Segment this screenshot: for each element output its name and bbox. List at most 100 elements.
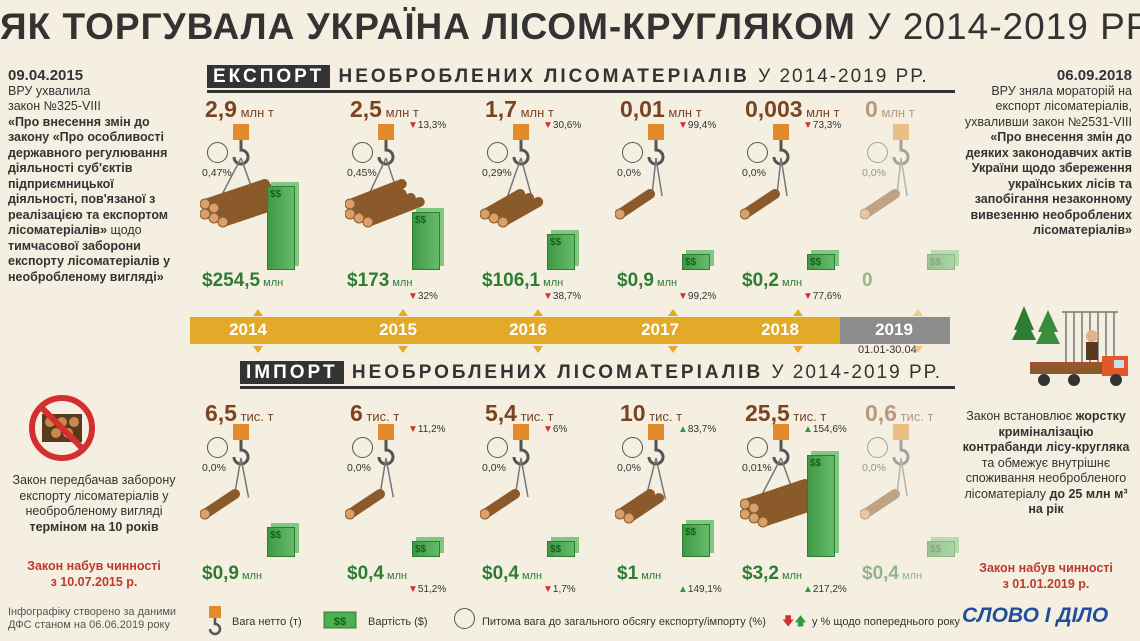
- import-value-2019: $0,4 млн: [862, 563, 922, 585]
- import-value-2017: $1 млн: [617, 563, 661, 585]
- left-line2: закон №325-VIII: [8, 99, 101, 113]
- export-value-bar-2018: $$: [807, 254, 835, 270]
- import-hook-2015: [345, 424, 395, 520]
- export-weight-2016: 1,7 млн т: [485, 96, 554, 123]
- export-weight-2014: 2,9 млн т: [205, 96, 274, 123]
- export-share-2016: 0,29%: [482, 167, 512, 179]
- import-value-unit: млн: [778, 570, 803, 582]
- export-timeline-marker-2015: [398, 309, 408, 316]
- export-value-2019: 0: [862, 270, 873, 292]
- export-value-change-2018: ▼77,6%: [803, 291, 841, 302]
- import-weight-2014: 6,5 тис. т: [205, 400, 274, 427]
- export-ban-icon: [29, 395, 95, 461]
- import-share-2017: 0,0%: [617, 462, 641, 474]
- hook-icon: [232, 140, 250, 166]
- import-share-circle-2015: [352, 437, 373, 458]
- export-share-circle-2014: [207, 142, 228, 163]
- import-value-2016: $0,4 млн: [482, 563, 542, 585]
- log-icon: [740, 189, 780, 220]
- hook-block: [893, 424, 909, 440]
- import-timeline-marker-2015: [398, 346, 408, 353]
- import-timeline-marker-2016: [533, 346, 543, 353]
- export-share-2015: 0,45%: [347, 167, 377, 179]
- export-weight-value: 0,01: [620, 96, 665, 122]
- timeline-year-2016: 2016: [509, 320, 547, 339]
- export-share-circle-2017: [622, 142, 643, 163]
- timeline-year-2015: 2015: [379, 320, 417, 339]
- log-icon: [208, 183, 279, 214]
- import-value-change-value: 1,7%: [552, 584, 576, 595]
- timber-truck-icon: [1012, 306, 1128, 386]
- import-weight-2016: 5,4 тис. т: [485, 400, 554, 427]
- import-value-bar-2017: $$: [682, 523, 710, 557]
- hook-block: [648, 124, 664, 140]
- import-share-circle-2017: [622, 437, 643, 458]
- import-hook-2018: [740, 424, 828, 528]
- legend-change: у % щодо попереднього року: [812, 616, 960, 628]
- import-weight-change-2016: ▼6%: [543, 424, 567, 435]
- import-value-change-2017: ▲149,1%: [678, 584, 722, 595]
- hook-icon: [512, 140, 530, 166]
- import-value-number: $1: [617, 563, 639, 584]
- arrow-down-icon: ▼: [543, 291, 553, 302]
- svg-text:$$: $$: [334, 616, 346, 628]
- hook-block: [233, 124, 249, 140]
- hook-block: [648, 424, 664, 440]
- hook-icon: [232, 440, 250, 466]
- export-weight-2019: 0 млн т: [865, 96, 915, 123]
- export-value-2018: $0,2 млн: [742, 270, 802, 292]
- hook-icon: [892, 440, 910, 466]
- import-value-unit: млн: [238, 570, 263, 582]
- left-provision: Закон передбачав заборону експорту лісом…: [8, 473, 180, 535]
- export-weight-change-2017: ▼99,4%: [678, 120, 716, 131]
- arrow-down-icon: ▼: [543, 120, 553, 131]
- arrow-up-icon: ▲: [678, 424, 688, 435]
- arrow-down-icon: ▼: [408, 120, 418, 131]
- log-icon: [860, 489, 900, 520]
- import-weight-change-value: 154,6%: [812, 424, 847, 435]
- import-value-2015: $0,4 млн: [347, 563, 407, 585]
- log-icon: [362, 197, 425, 228]
- hook-icon: [892, 140, 910, 166]
- right-law2: Закон встановлює жорстку криміналізацію …: [960, 409, 1132, 518]
- export-hook-2014: [200, 124, 288, 228]
- import-divider: [240, 386, 955, 389]
- log-icon: [200, 489, 240, 520]
- hook-block: [513, 124, 529, 140]
- log-icon: [615, 489, 655, 520]
- import-weight-change-2015: ▼11,2%: [408, 424, 446, 435]
- import-value-bar-2015: $$: [412, 541, 440, 557]
- timeline: 2014 2015 2016 2017 2018 2019: [190, 317, 950, 344]
- export-value-unit: млн: [778, 277, 803, 289]
- export-timeline-marker-2018: [793, 309, 803, 316]
- money-icon: $$: [810, 458, 822, 469]
- import-weight-change-2017: ▲83,7%: [678, 424, 716, 435]
- logo: СЛОВО І ДІЛО: [962, 604, 1109, 627]
- footer-line2: ДФС станом на 06.06.2019 року: [8, 619, 170, 631]
- log-icon: [345, 179, 407, 210]
- import-value-unit: млн: [898, 570, 923, 582]
- import-value-number: $0,9: [202, 563, 239, 584]
- export-weight-value: 0: [865, 96, 878, 122]
- legend-weight: Вага нетто (т): [232, 616, 302, 628]
- import-share-circle-2014: [207, 437, 228, 458]
- hook-block: [773, 424, 789, 440]
- export-share-circle-2019: [867, 142, 888, 163]
- export-tag: ЕКСПОРТ: [207, 65, 331, 88]
- import-value-number: $0,4: [347, 563, 384, 584]
- export-value-change-2016: ▼38,7%: [543, 291, 581, 302]
- timeline-gray: [840, 317, 950, 344]
- export-value-number: $173: [347, 270, 390, 291]
- log-icon: [497, 197, 544, 228]
- timeline-gold: [190, 317, 840, 344]
- export-value-number: $254,5: [202, 270, 261, 291]
- export-value-bar-2019: $$: [927, 254, 955, 270]
- import-value-unit: млн: [383, 570, 408, 582]
- arrow-down-icon: ▼: [543, 584, 553, 595]
- money-icon: $$: [930, 257, 942, 268]
- import-heading: ІМПОРТ НЕОБРОБЛЕНИХ ЛІСОМАТЕРІАЛІВ У 201…: [240, 361, 942, 384]
- export-weight-2015: 2,5 млн т: [350, 96, 419, 123]
- import-value-change-value: 51,2%: [417, 584, 447, 595]
- import-weight-value: 10: [620, 400, 646, 426]
